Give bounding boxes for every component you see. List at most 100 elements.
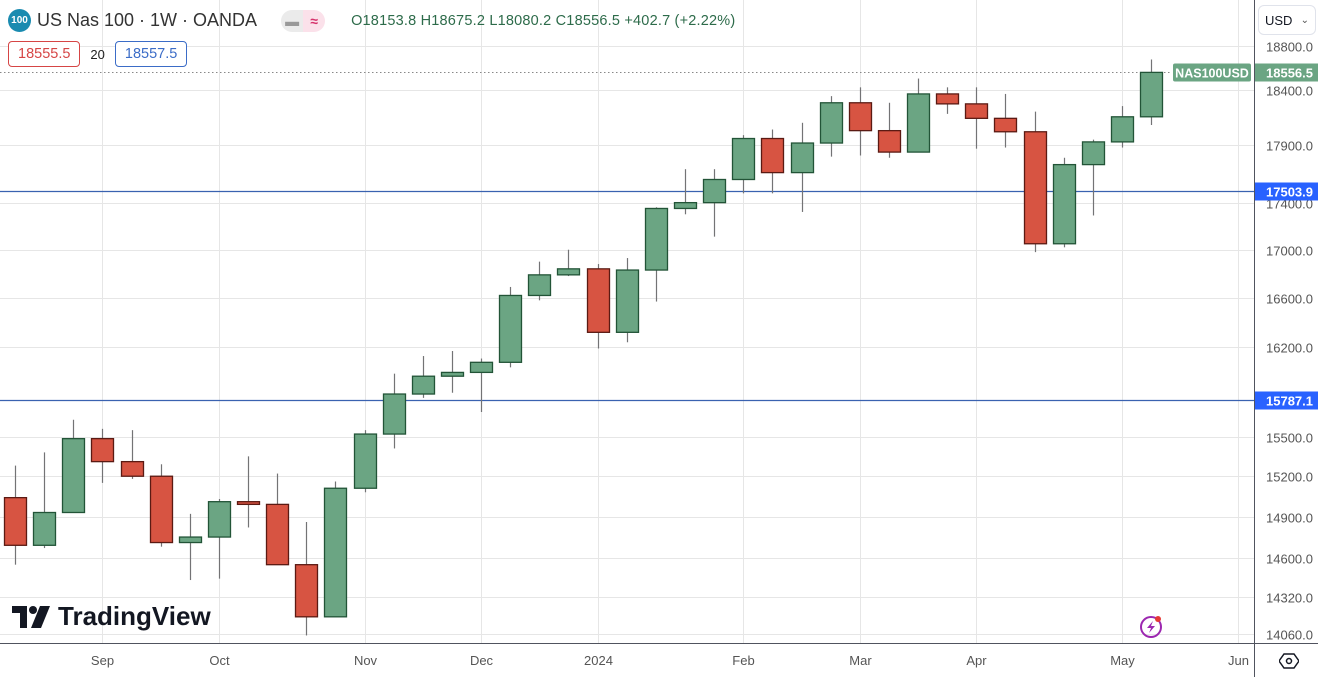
y-tick-label: 14320.0 <box>1266 591 1313 606</box>
candle-body <box>527 274 552 297</box>
x-tick-label: Feb <box>732 653 754 668</box>
candle <box>760 129 785 194</box>
candle-body <box>993 117 1018 133</box>
candle-body <box>120 460 145 477</box>
candle-body <box>644 207 669 271</box>
candle <box>61 419 86 514</box>
candle-body <box>236 501 261 506</box>
sell-button[interactable]: 18555.5 <box>8 41 81 67</box>
candle <box>586 264 611 349</box>
candle-body <box>964 103 989 119</box>
candle <box>731 135 756 194</box>
candle <box>149 464 174 547</box>
horizontal-line-label-bg <box>1255 182 1318 201</box>
chart-header: 100 US Nas 100 · 1W · OANDA ▬ ≈ O18153.8… <box>8 9 735 32</box>
indicator-toggle[interactable]: ▬ ≈ <box>281 9 326 32</box>
x-tick-label: Nov <box>354 653 378 668</box>
wave-icon[interactable]: ≈ <box>303 9 326 32</box>
candle <box>294 522 319 636</box>
candle-body <box>1052 163 1077 245</box>
candle <box>469 358 494 413</box>
y-tick-label: 18400.0 <box>1266 84 1313 99</box>
y-tick-label: 14900.0 <box>1266 511 1313 526</box>
x-tick-label: Mar <box>849 653 872 668</box>
symbol-label: NAS100USD <box>1175 67 1249 81</box>
candle <box>1110 106 1135 148</box>
y-tick-label: 16200.0 <box>1266 341 1313 356</box>
tradingview-logo-text: TradingView <box>58 601 211 631</box>
candle-body <box>411 375 436 395</box>
candle-body <box>935 93 960 105</box>
candle <box>673 169 698 215</box>
candle-body <box>673 201 698 210</box>
candle <box>556 249 581 277</box>
x-tick-label: 2024 <box>584 653 613 668</box>
spread-value: 20 <box>90 46 105 62</box>
y-tick-label: 15500.0 <box>1266 431 1313 446</box>
candle <box>323 481 348 618</box>
tradingview-logo[interactable]: TradingView <box>12 601 211 632</box>
buy-button[interactable]: 18557.5 <box>114 41 188 67</box>
candle <box>3 465 28 565</box>
candle-body <box>3 496 28 546</box>
candle-body <box>790 142 815 174</box>
candle-body <box>760 137 785 174</box>
candle-body <box>731 137 756 181</box>
candle-body <box>1081 141 1106 166</box>
candle <box>848 87 873 156</box>
x-tick-label: Oct <box>209 653 230 668</box>
candle <box>906 78 931 153</box>
candle-body <box>1110 116 1135 143</box>
x-tick-label: Sep <box>91 653 114 668</box>
lightning-icon[interactable] <box>1138 613 1164 639</box>
close-value: C18556.5 <box>555 12 621 29</box>
candle <box>993 93 1018 148</box>
change-value: +402.7 (+2.22%) <box>624 12 736 29</box>
hexagon-settings-icon[interactable] <box>1279 651 1299 671</box>
y-tick-label: 17000.0 <box>1266 244 1313 259</box>
y-tick-label: 14600.0 <box>1266 552 1313 567</box>
last-price-label: 18556.5 <box>1266 66 1313 81</box>
candles <box>3 59 1164 636</box>
candle-body <box>265 503 290 566</box>
currency-dropdown[interactable]: USD ⌄ <box>1258 5 1316 35</box>
symbol-label-bg <box>1173 63 1251 82</box>
candle-body <box>353 433 378 489</box>
candle <box>790 122 815 212</box>
candle-body <box>615 269 640 333</box>
candle <box>615 258 640 343</box>
candle-body <box>469 361 494 374</box>
ohlc-readout: O18153.8 H18675.2 L18080.2 C18556.5 +402… <box>351 13 735 29</box>
candle-body <box>294 564 319 618</box>
y-tick-label: 18800.0 <box>1266 40 1313 55</box>
candle <box>120 430 145 479</box>
currency-label: USD <box>1265 12 1293 28</box>
time-axis[interactable]: Sep Oct Nov Dec 2024 Feb Mar Apr May Jun <box>91 653 1249 668</box>
y-tick-label: 15200.0 <box>1266 470 1313 485</box>
candle <box>1023 111 1048 253</box>
candle <box>702 169 727 237</box>
candle-body <box>877 129 902 153</box>
candle <box>440 351 465 393</box>
candle-body <box>1139 71 1164 118</box>
candle <box>178 513 203 581</box>
price-axis[interactable]: 18800.018400.017900.017400.017000.016600… <box>1266 40 1313 643</box>
symbol-title[interactable]: US Nas 100 · 1W · OANDA <box>37 10 258 30</box>
candle <box>527 261 552 301</box>
chevron-down-icon: ⌄ <box>1300 14 1309 26</box>
candle-body <box>207 501 232 538</box>
candle-body <box>1023 131 1048 245</box>
x-tick-label: Apr <box>966 653 987 668</box>
x-tick-label: Dec <box>470 653 494 668</box>
minus-icon[interactable]: ▬ <box>281 9 304 32</box>
y-tick-label: 14060.0 <box>1266 628 1313 643</box>
candle-body <box>323 487 348 618</box>
horizontal-line-label: 15787.1 <box>1266 394 1313 409</box>
low-value: L18080.2 <box>489 12 552 29</box>
candle <box>877 102 902 158</box>
candle <box>265 473 290 566</box>
price-labels: 17503.9 15787.1 NAS100USD 18556.5 <box>1173 63 1318 410</box>
high-value: H18675.2 <box>420 12 486 29</box>
candle <box>1052 157 1077 248</box>
